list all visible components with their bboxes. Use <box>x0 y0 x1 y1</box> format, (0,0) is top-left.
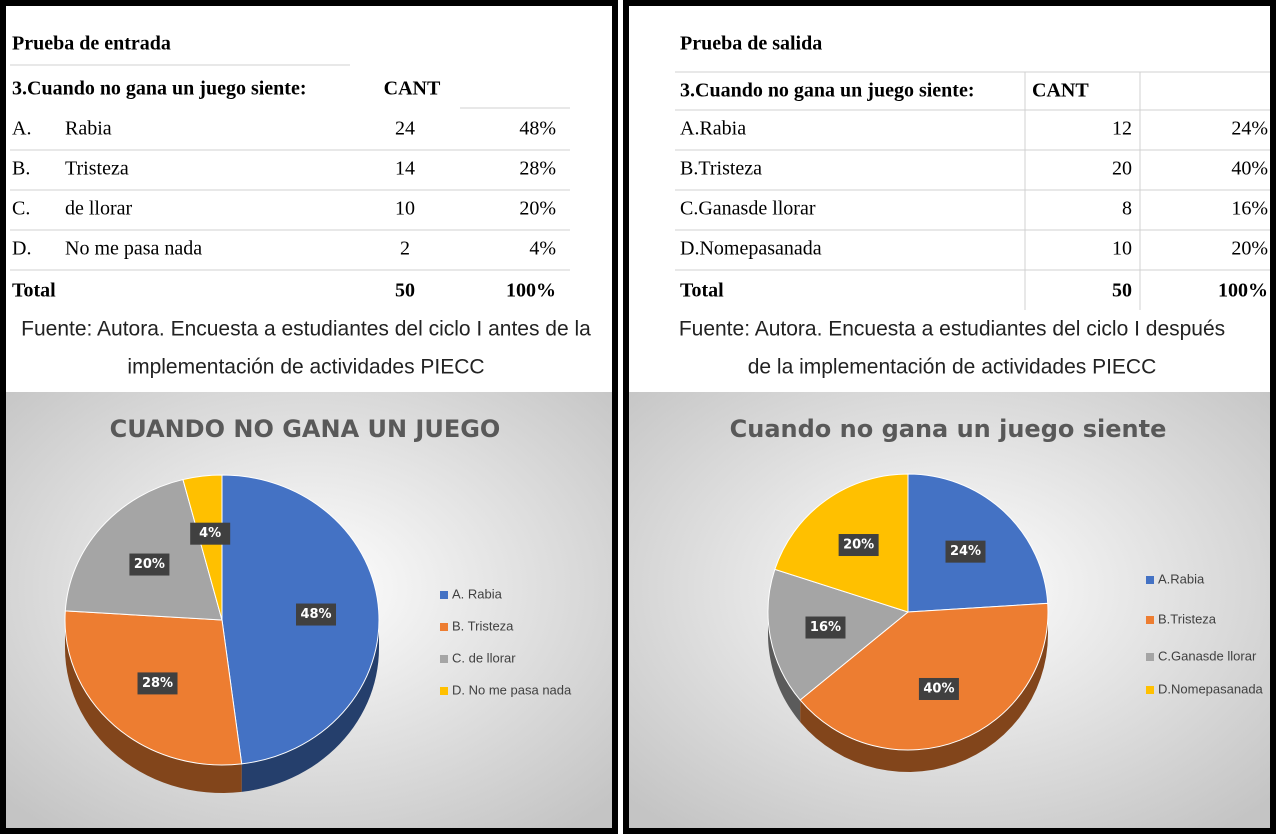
text: de la implementación de actividades PIEC… <box>748 356 1157 379</box>
legend-label: C. de llorar <box>452 650 516 665</box>
slice-side <box>800 612 1048 772</box>
text: 14 <box>395 158 415 180</box>
slice <box>182 474 223 621</box>
text: Prueba de entrada <box>12 33 171 55</box>
chart-title: Cuando no gana un juego siente <box>730 415 1167 443</box>
data-label: 24% <box>950 544 981 559</box>
text: CANT <box>384 78 441 100</box>
text: CANT <box>1032 80 1089 102</box>
slice-side <box>65 620 242 793</box>
data-label: 40% <box>923 681 954 696</box>
text: implementación de actividades PIECC <box>127 356 484 379</box>
legend-label: B. Tristeza <box>452 618 514 633</box>
text: B. <box>12 158 30 180</box>
legend-label: D.Nomepasanada <box>1158 681 1264 696</box>
data-label: 4% <box>199 526 221 541</box>
text: 50 <box>1112 280 1132 302</box>
slice-side <box>768 612 801 722</box>
legend-swatch <box>440 623 448 631</box>
data-label-box <box>805 616 846 639</box>
text: 2 <box>400 238 410 260</box>
text: D.Nomepasanada <box>680 238 822 260</box>
text: 12 <box>1112 118 1132 140</box>
panel-border <box>0 0 618 834</box>
text: Tristeza <box>65 158 129 180</box>
text: 50 <box>395 280 415 302</box>
slice <box>64 478 223 621</box>
data-label: 20% <box>843 538 874 553</box>
legend-label: B.Tristeza <box>1158 611 1217 626</box>
text: Total <box>680 280 724 302</box>
text: 20% <box>519 198 556 220</box>
data-label-box <box>129 553 170 576</box>
text: C.Ganasde llorar <box>680 198 816 220</box>
text: 24 <box>395 118 415 140</box>
data-label-box <box>137 672 178 695</box>
text: No me pasa nada <box>65 238 202 260</box>
text: 24% <box>1231 118 1268 140</box>
text: D. <box>12 238 31 260</box>
text: Rabia <box>65 118 112 140</box>
text: A.Rabia <box>680 118 746 140</box>
panel-border <box>623 0 1276 834</box>
legend-label: A. Rabia <box>452 586 503 601</box>
text: Fuente: Autora. Encuesta a estudiantes d… <box>21 318 591 341</box>
text: 10 <box>1112 238 1132 260</box>
legend-swatch <box>1146 653 1154 661</box>
legend-swatch <box>1146 576 1154 584</box>
data-label: 28% <box>142 676 173 691</box>
text: C. <box>12 198 30 220</box>
text: Total <box>12 280 56 302</box>
slice <box>799 602 1049 751</box>
text: 3.Cuando no gana un juego siente: <box>680 80 975 102</box>
data-label-box <box>296 603 337 626</box>
text: 4% <box>529 238 556 260</box>
text: 3.Cuando no gana un juego siente: <box>12 78 307 100</box>
chart-title: CUANDO NO GANA UN JUEGO <box>110 415 501 443</box>
text: 48% <box>519 118 556 140</box>
text: 28% <box>519 158 556 180</box>
data-label-box <box>918 677 959 700</box>
text: 20 <box>1112 158 1132 180</box>
text: B.Tristeza <box>680 158 762 180</box>
legend-label: A.Rabia <box>1158 571 1205 586</box>
data-label: 48% <box>300 607 331 622</box>
legend-swatch <box>440 655 448 663</box>
legend-label: C.Ganasde llorar <box>1158 648 1257 663</box>
text: 20% <box>1231 238 1268 260</box>
text: 100% <box>506 280 556 302</box>
text: 16% <box>1231 198 1268 220</box>
legend-swatch <box>1146 686 1154 694</box>
text: 40% <box>1231 158 1268 180</box>
data-label-box <box>838 534 879 557</box>
text: A. <box>12 118 31 140</box>
data-label: 20% <box>134 557 165 572</box>
legend-swatch <box>1146 616 1154 624</box>
text: 100% <box>1218 280 1268 302</box>
data-label-box <box>945 540 986 563</box>
legend-swatch <box>440 591 448 599</box>
legend-swatch <box>440 687 448 695</box>
text: Fuente: Autora. Encuesta a estudiantes d… <box>679 318 1225 341</box>
legend-label: D. No me pasa nada <box>452 682 572 697</box>
text: 8 <box>1122 198 1132 220</box>
data-label: 16% <box>810 620 841 635</box>
text: 10 <box>395 198 415 220</box>
text: Prueba de salida <box>680 33 822 55</box>
data-label-box <box>190 522 231 545</box>
slice-side <box>241 620 379 792</box>
text: de llorar <box>65 198 133 220</box>
